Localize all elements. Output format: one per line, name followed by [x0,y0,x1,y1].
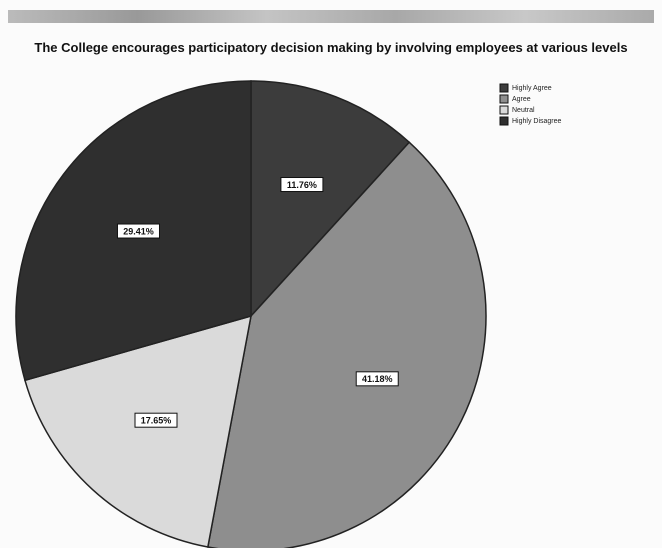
legend-label: Highly Agree [512,85,552,92]
data-label: 17.65% [141,416,172,426]
data-label-box [116,223,160,239]
header-band [8,10,654,23]
pie-slice [206,141,487,548]
legend-swatch [499,105,509,115]
legend-label: Neutral [512,107,535,114]
pie-slice [250,80,411,318]
data-label: 41.18% [362,374,393,384]
pie-slice [24,314,252,548]
legend-label: Agree [512,96,531,103]
legend-swatch [499,83,509,93]
legend-swatch [499,116,509,126]
legend-swatch [499,94,509,104]
data-label-box [280,177,324,193]
data-label-box [355,371,399,387]
data-label: 11.76% [287,180,317,190]
legend-label: Highly Disagree [512,118,562,125]
data-label: 29.41% [123,226,154,236]
data-label-box [134,412,178,428]
chart-title: The College encourages participatory dec… [34,40,628,55]
